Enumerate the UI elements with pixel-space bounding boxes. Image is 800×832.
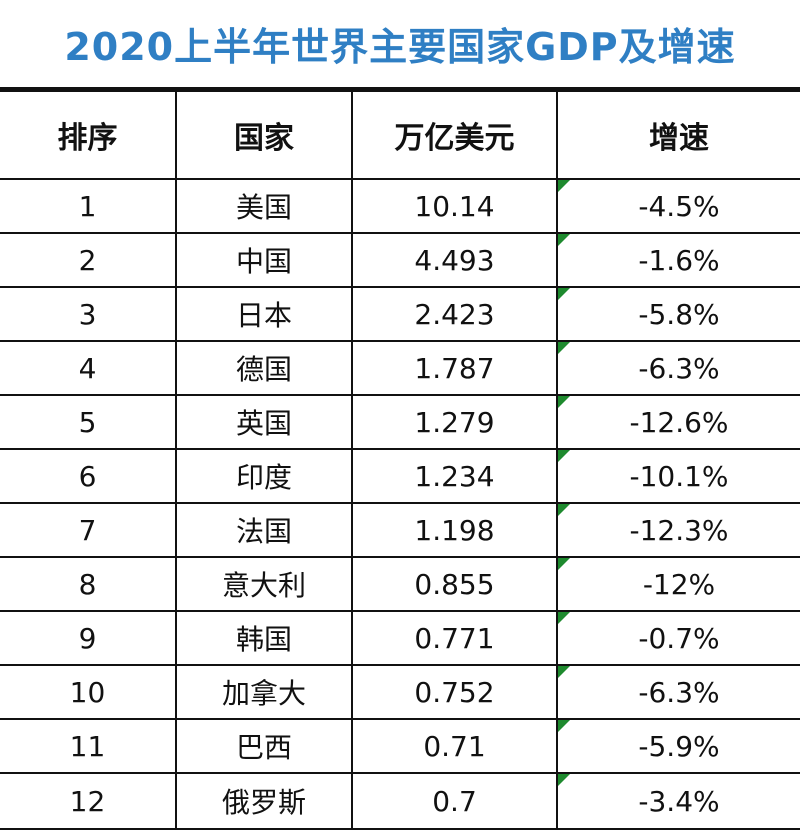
growth-value: -12.6%	[629, 405, 729, 439]
header-row: 排序 国家 万亿美元 增速	[0, 90, 800, 180]
growth-value: -4.5%	[638, 189, 720, 223]
rank-cell[interactable]: 4	[0, 340, 177, 396]
table-row: 2 中国 4.493 -1.6%	[0, 232, 800, 288]
gdp-cell[interactable]: 1.279	[351, 394, 558, 450]
rank-cell[interactable]: 9	[0, 610, 177, 666]
table-row: 6 印度 1.234 -10.1%	[0, 448, 800, 504]
growth-cell[interactable]: -3.4%	[556, 772, 800, 830]
table-row: 5 英国 1.279 -12.6%	[0, 394, 800, 450]
table-row: 9 韩国 0.771 -0.7%	[0, 610, 800, 666]
growth-cell[interactable]: -12.3%	[556, 502, 800, 558]
growth-cell[interactable]: -1.6%	[556, 232, 800, 288]
rank-cell[interactable]: 1	[0, 178, 177, 234]
growth-cell[interactable]: -10.1%	[556, 448, 800, 504]
growth-cell[interactable]: -6.3%	[556, 664, 800, 720]
comment-indicator-icon	[558, 180, 570, 192]
rank-cell[interactable]: 12	[0, 772, 177, 830]
rank-cell[interactable]: 2	[0, 232, 177, 288]
comment-indicator-icon	[558, 234, 570, 246]
gdp-cell[interactable]: 0.71	[351, 718, 558, 774]
rank-cell[interactable]: 3	[0, 286, 177, 342]
gdp-cell[interactable]: 0.771	[351, 610, 558, 666]
gdp-cell[interactable]: 1.787	[351, 340, 558, 396]
title-row: 2020上半年世界主要国家GDP及增速	[0, 0, 800, 90]
table-row: 12 俄罗斯 0.7 -3.4%	[0, 772, 800, 830]
gdp-cell[interactable]: 1.234	[351, 448, 558, 504]
country-cell[interactable]: 英国	[175, 394, 353, 450]
growth-cell[interactable]: -5.8%	[556, 286, 800, 342]
growth-cell[interactable]: -12%	[556, 556, 800, 612]
country-cell[interactable]: 巴西	[175, 718, 353, 774]
rank-cell[interactable]: 6	[0, 448, 177, 504]
rank-cell[interactable]: 10	[0, 664, 177, 720]
growth-value: -5.9%	[638, 729, 720, 763]
gdp-cell[interactable]: 2.423	[351, 286, 558, 342]
header-country[interactable]: 国家	[175, 90, 353, 180]
header-gdp[interactable]: 万亿美元	[351, 90, 558, 180]
header-rank[interactable]: 排序	[0, 90, 177, 180]
country-cell[interactable]: 美国	[175, 178, 353, 234]
comment-indicator-icon	[558, 666, 570, 678]
comment-indicator-icon	[558, 504, 570, 516]
table-row: 4 德国 1.787 -6.3%	[0, 340, 800, 396]
gdp-table: 排序 国家 万亿美元 增速 1 美国 10.14 -4.5% 2 中国 4.493 -1.6%…	[0, 90, 800, 830]
table-row: 7 法国 1.198 -12.3%	[0, 502, 800, 558]
comment-indicator-icon	[558, 612, 570, 624]
country-cell[interactable]: 印度	[175, 448, 353, 504]
comment-indicator-icon	[558, 342, 570, 354]
gdp-cell[interactable]: 0.855	[351, 556, 558, 612]
comment-indicator-icon	[558, 720, 570, 732]
growth-cell[interactable]: -12.6%	[556, 394, 800, 450]
country-cell[interactable]: 加拿大	[175, 664, 353, 720]
growth-value: -0.7%	[638, 621, 720, 655]
growth-value: -6.3%	[638, 351, 720, 385]
comment-indicator-icon	[558, 558, 570, 570]
table-row: 10 加拿大 0.752 -6.3%	[0, 664, 800, 720]
table-row: 8 意大利 0.855 -12%	[0, 556, 800, 612]
rank-cell[interactable]: 8	[0, 556, 177, 612]
growth-cell[interactable]: -0.7%	[556, 610, 800, 666]
comment-indicator-icon	[558, 450, 570, 462]
growth-cell[interactable]: -5.9%	[556, 718, 800, 774]
table-row: 1 美国 10.14 -4.5%	[0, 178, 800, 234]
growth-value: -10.1%	[629, 459, 729, 493]
country-cell[interactable]: 俄罗斯	[175, 772, 353, 830]
growth-value: -6.3%	[638, 675, 720, 709]
growth-cell[interactable]: -4.5%	[556, 178, 800, 234]
comment-indicator-icon	[558, 288, 570, 300]
country-cell[interactable]: 意大利	[175, 556, 353, 612]
country-cell[interactable]: 中国	[175, 232, 353, 288]
comment-indicator-icon	[558, 396, 570, 408]
country-cell[interactable]: 德国	[175, 340, 353, 396]
country-cell[interactable]: 韩国	[175, 610, 353, 666]
growth-cell[interactable]: -6.3%	[556, 340, 800, 396]
gdp-cell[interactable]: 1.198	[351, 502, 558, 558]
rank-cell[interactable]: 11	[0, 718, 177, 774]
gdp-cell[interactable]: 0.7	[351, 772, 558, 830]
gdp-cell[interactable]: 4.493	[351, 232, 558, 288]
growth-value: -1.6%	[638, 243, 720, 277]
growth-value: -5.8%	[638, 297, 720, 331]
table-row: 3 日本 2.423 -5.8%	[0, 286, 800, 342]
table-title: 2020上半年世界主要国家GDP及增速	[64, 25, 736, 69]
rank-cell[interactable]: 5	[0, 394, 177, 450]
rank-cell[interactable]: 7	[0, 502, 177, 558]
comment-indicator-icon	[558, 774, 570, 786]
growth-value: -12%	[642, 567, 716, 601]
growth-value: -3.4%	[638, 784, 720, 818]
table-row: 11 巴西 0.71 -5.9%	[0, 718, 800, 774]
growth-value: -12.3%	[629, 513, 729, 547]
country-cell[interactable]: 日本	[175, 286, 353, 342]
gdp-cell[interactable]: 10.14	[351, 178, 558, 234]
gdp-cell[interactable]: 0.752	[351, 664, 558, 720]
header-growth[interactable]: 增速	[556, 90, 800, 180]
country-cell[interactable]: 法国	[175, 502, 353, 558]
